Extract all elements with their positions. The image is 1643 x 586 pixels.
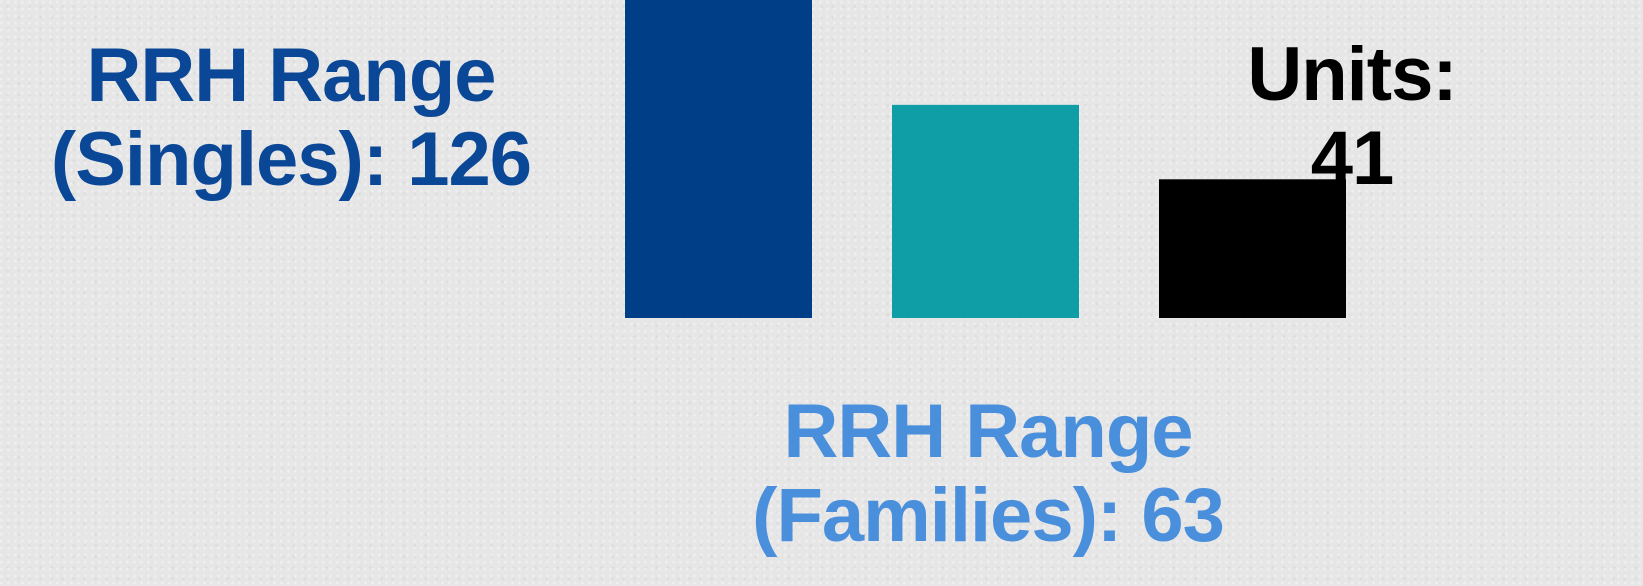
data-label: Units: 41 — [1247, 32, 1457, 201]
bar — [892, 104, 1079, 318]
bars — [625, 0, 1346, 318]
data-label: RRH Range (Singles): 126 — [50, 33, 532, 202]
bar — [625, 0, 812, 318]
data-label: RRH Range (Families): 63 — [752, 389, 1225, 558]
bar — [1159, 179, 1346, 318]
